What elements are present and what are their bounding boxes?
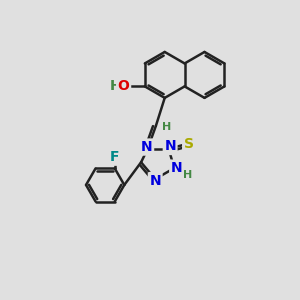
Text: H: H [183,169,192,180]
Text: H: H [162,122,172,132]
Text: O: O [118,80,130,93]
Text: N: N [164,140,176,154]
Text: N: N [141,140,153,154]
Text: N: N [171,161,182,175]
Text: N: N [149,174,161,188]
Text: F: F [110,150,119,164]
Text: S: S [184,136,194,151]
Text: H: H [110,80,121,93]
